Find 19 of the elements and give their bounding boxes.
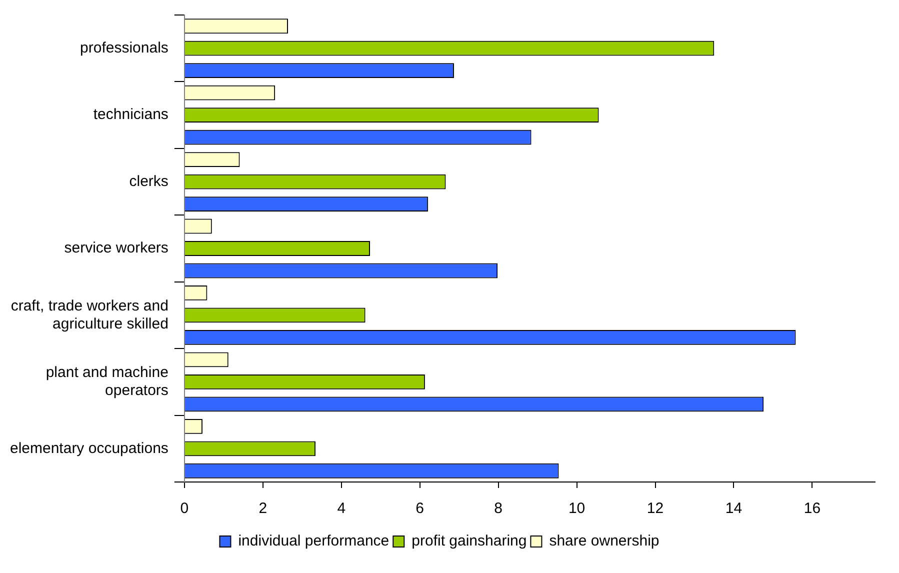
x-tick-label: 2 — [258, 500, 268, 518]
y-tick-label: service workers — [64, 240, 168, 257]
x-tick-label: 12 — [646, 500, 664, 518]
x-tick-label: 0 — [180, 500, 189, 518]
x-tick-label: 10 — [568, 500, 586, 518]
y-tick-label: elementary occupations — [10, 440, 168, 457]
y-tick-label: clerks — [129, 172, 168, 190]
legend-label: share ownership — [549, 532, 660, 550]
x-tick-label: 16 — [804, 500, 821, 518]
x-tick-label: 4 — [337, 500, 346, 518]
x-tick-label: 14 — [725, 500, 742, 518]
y-tick-label: plant and machine operators — [46, 364, 168, 400]
legend-label: individual performance — [238, 532, 390, 550]
y-tick-label: technicians — [93, 106, 168, 124]
legend-label: profit gainsharing — [412, 532, 527, 550]
x-tick-label: 8 — [494, 500, 502, 518]
y-tick-label: professionals — [80, 40, 168, 56]
y-tick-label: craft, trade workers and agriculture skilled — [10, 297, 168, 332]
x-tick-label: 6 — [416, 500, 424, 518]
